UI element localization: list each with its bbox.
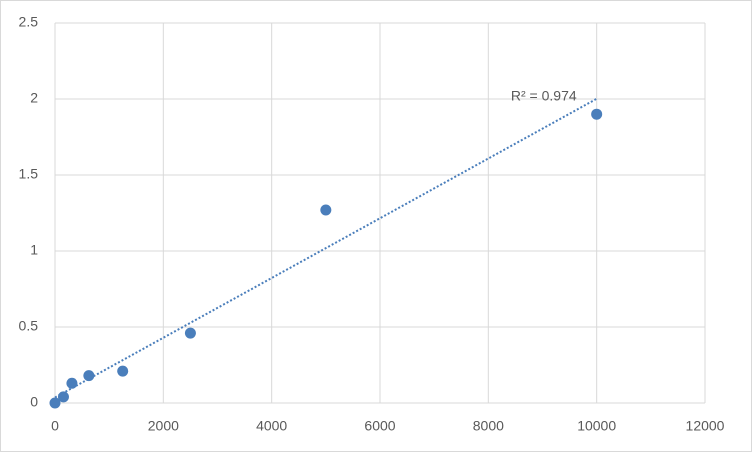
trendline-label: R² = 0.974 [511,87,577,103]
point [117,365,129,377]
x-tick-label: 12000 [686,418,725,434]
point [320,204,332,216]
y-tick-label: 1 [30,242,38,258]
point [184,327,196,339]
x-tick-label: 10000 [577,418,616,434]
y-tick-label: 2.5 [19,14,39,30]
x-tick-label: 2000 [148,418,179,434]
y-tick-label: 0.5 [19,318,39,334]
point [83,370,95,382]
point [66,377,78,389]
x-tick-label: 8000 [473,418,504,434]
y-tick-label: 2 [30,90,38,106]
point [49,397,61,409]
x-tick-label: 6000 [364,418,395,434]
y-tick-label: 0 [30,394,38,410]
point [57,391,69,403]
x-tick-label: 4000 [256,418,287,434]
point [591,108,603,120]
x-tick-label: 0 [51,418,59,434]
y-tick-label: 1.5 [19,166,39,182]
trendline [54,97,598,399]
